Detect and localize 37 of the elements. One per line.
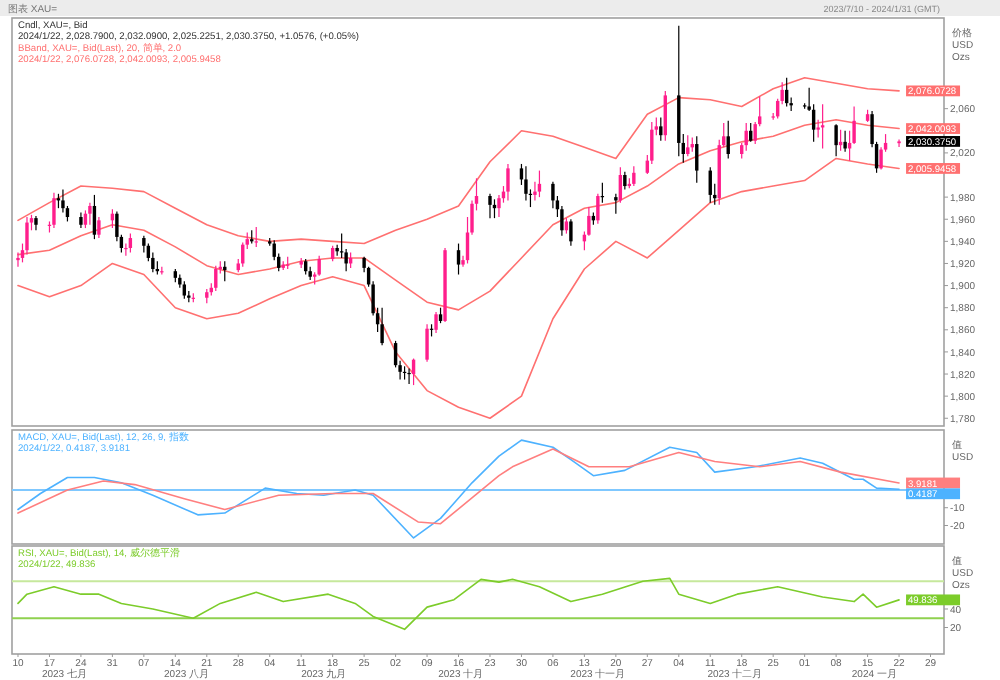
candlestick	[524, 165, 528, 202]
candlestick	[16, 251, 20, 268]
candlestick	[497, 194, 501, 218]
line-series	[17, 439, 900, 539]
candlestick	[834, 123, 838, 157]
candlestick	[551, 181, 555, 209]
candlestick	[124, 242, 128, 257]
line-series	[17, 577, 900, 631]
candlestick	[61, 188, 65, 214]
candlestick	[25, 216, 29, 256]
candlestick	[614, 193, 618, 215]
candlestick	[488, 193, 492, 219]
line-series	[17, 118, 900, 311]
candlestick	[434, 311, 438, 334]
candlestick	[596, 193, 600, 225]
candlestick	[317, 255, 321, 277]
candlestick	[686, 134, 690, 157]
line-series	[17, 448, 900, 525]
line-series	[17, 157, 900, 420]
candlestick	[88, 202, 92, 226]
candlestick	[537, 169, 542, 198]
candlestick	[97, 216, 101, 239]
candlestick	[632, 165, 636, 187]
candlestick	[151, 251, 155, 273]
line-series	[17, 76, 900, 245]
candlestick	[52, 192, 56, 229]
candlestick	[254, 226, 258, 248]
candlestick	[843, 130, 847, 153]
candlestick	[569, 218, 573, 247]
candlestick	[506, 163, 510, 202]
candlestick	[726, 120, 730, 160]
candlestick	[407, 367, 411, 385]
candlestick	[380, 307, 384, 346]
candlestick	[659, 116, 663, 142]
candlestick	[425, 323, 429, 363]
candlestick	[456, 242, 461, 276]
candlestick	[695, 135, 699, 184]
